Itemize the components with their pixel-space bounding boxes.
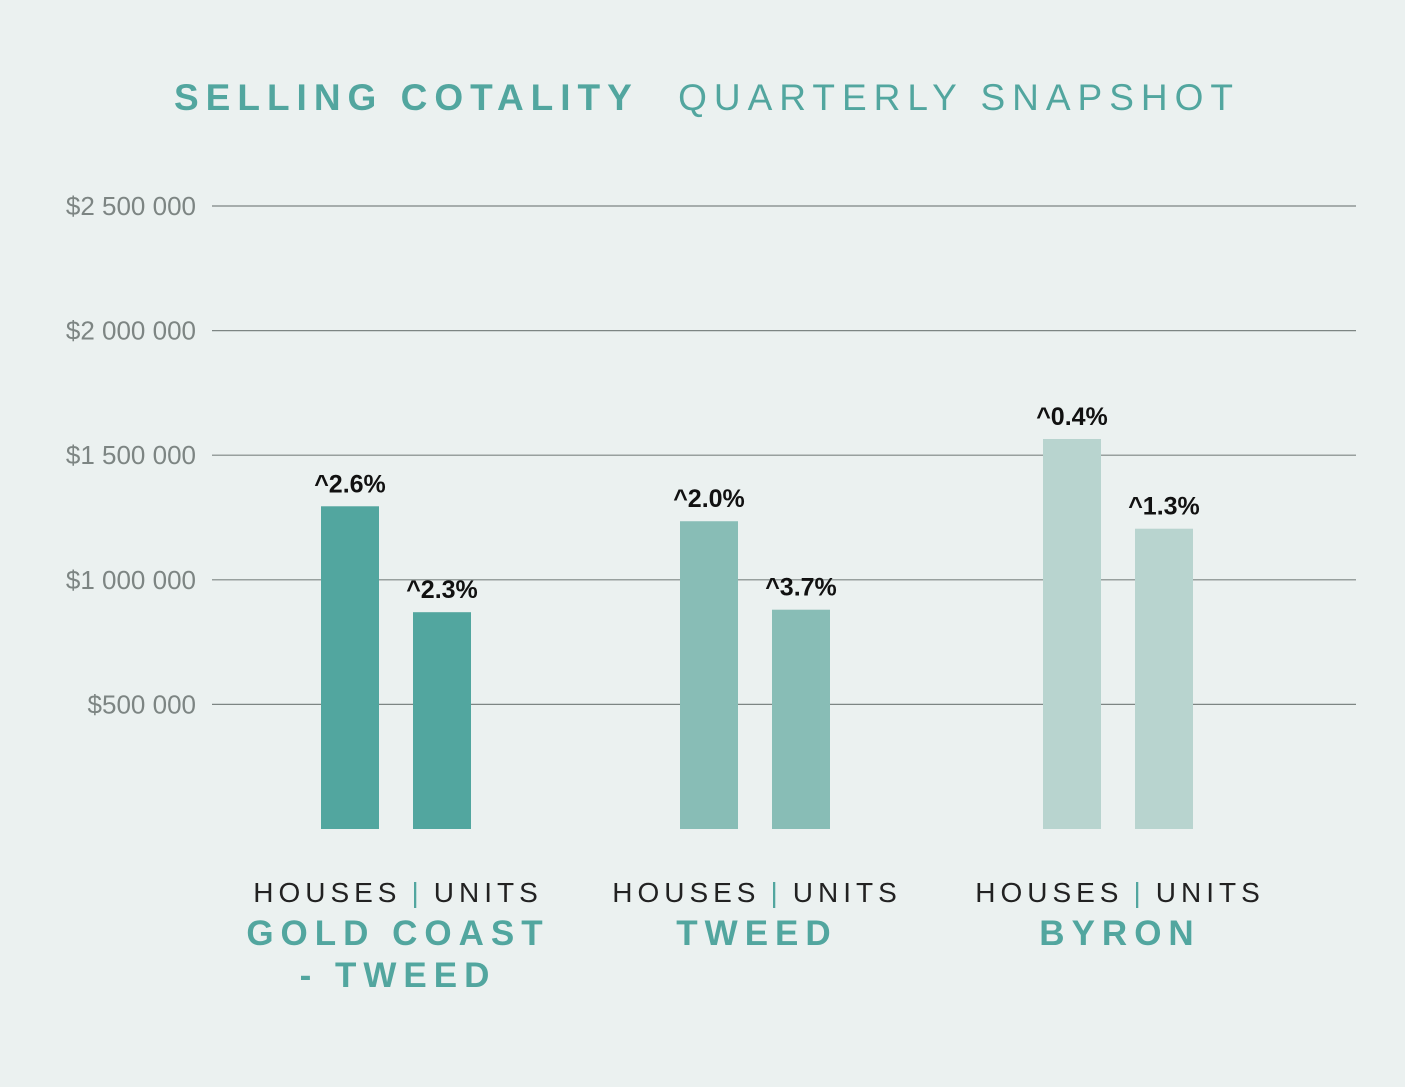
bar-series-labels: HOUSES | UNITS [975,877,1265,908]
bar-value-label: ^2.6% [314,470,386,498]
y-tick-label: $1 000 000 [66,565,196,595]
houses-label: HOUSES [612,877,760,908]
group-name-label: - TWEED [300,956,497,995]
bar-value-label: ^2.0% [673,485,745,513]
bar-series-labels: HOUSES | UNITS [253,877,543,908]
bars [321,439,1193,829]
y-tick-label: $1 500 000 [66,440,196,470]
group-labels: HOUSES | UNITS GOLD COAST- TWEED HOUSES | UNIT… [246,877,1265,995]
bar-units [413,612,471,829]
bar-series-labels: HOUSES | UNITS [612,877,902,908]
group-name-label: BYRON [1039,914,1200,953]
units-label: UNITS [1156,877,1265,908]
units-label: UNITS [793,877,902,908]
separator: | [770,877,782,908]
y-axis-tick-labels: $500 000 $1 000 000 $1 500 000 $2 000 000 $2… [66,191,196,719]
bar-houses [1043,439,1101,829]
houses-label: HOUSES [253,877,401,908]
group-name-label: TWEED [676,914,837,953]
chart-title: SELLING COTALITY QUARTERLY SNAPSHOT [174,77,1240,118]
bar-value-label: ^1.3% [1128,493,1200,521]
bar-houses [321,506,379,829]
y-tick-label: $2 000 000 [66,316,196,346]
y-tick-label: $2 500 000 [66,191,196,221]
bar-units [772,609,830,829]
group-name-label: GOLD COAST [246,914,549,953]
chart-title-light: QUARTERLY SNAPSHOT [678,77,1240,118]
bar-value-labels: ^2.6% ^2.3% ^2.0% ^3.7% ^0.4% ^1.3% [314,403,1200,604]
bar-value-label: ^2.3% [406,576,478,604]
bar-units [1135,528,1193,829]
units-label: UNITS [434,877,543,908]
bar-value-label: ^0.4% [1036,403,1108,431]
houses-label: HOUSES [975,877,1123,908]
separator: | [1133,877,1145,908]
chart-title-bold: SELLING COTALITY [174,77,639,118]
bar-houses [680,521,738,829]
bar-value-label: ^3.7% [765,574,837,602]
separator: | [411,877,423,908]
y-tick-label: $500 000 [88,689,196,719]
